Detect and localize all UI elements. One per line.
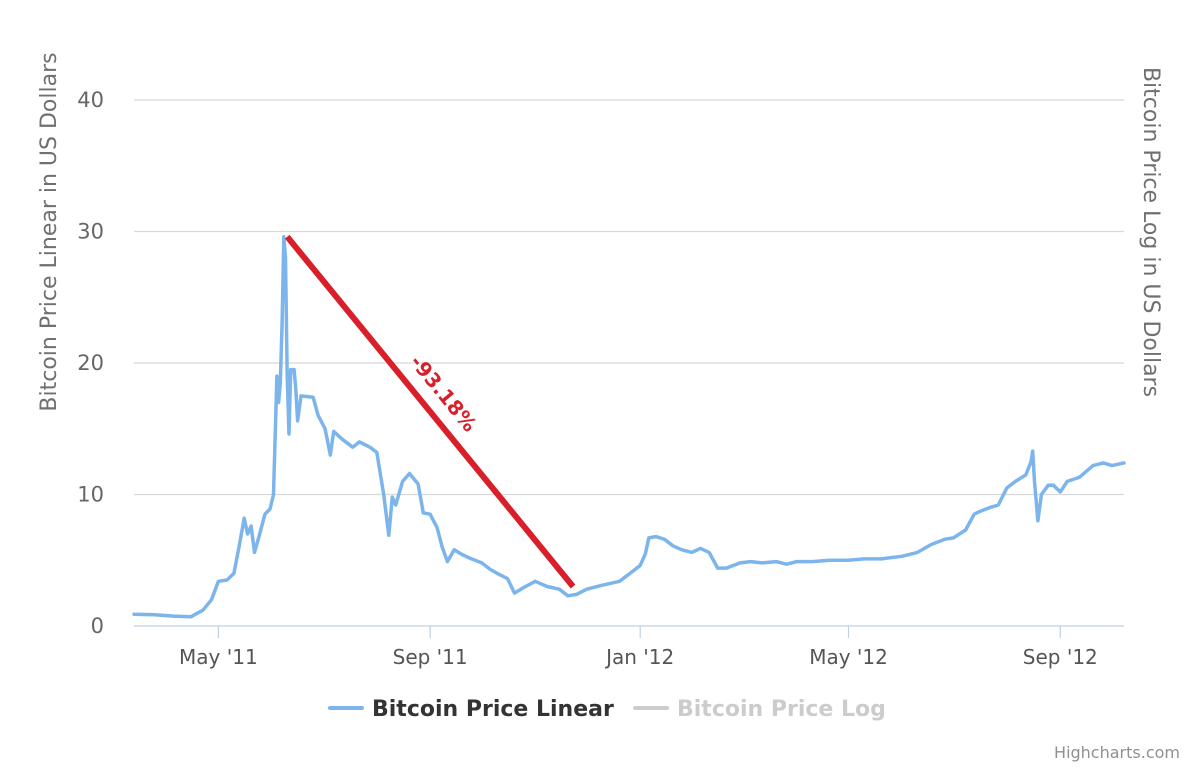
x-tick-label: Sep '12 [1023,645,1098,669]
legend-label-linear: Bitcoin Price Linear [372,697,614,722]
x-tick-label: May '11 [179,645,258,669]
series-line-bitcoin-price-linear[interactable] [132,235,1126,619]
y-tick-label: 10 [77,483,104,507]
drop-annotation-line [284,234,576,589]
x-tick-label: Jan '12 [604,645,674,669]
y-tick-label: 0 [91,614,104,638]
x-tick-label: Sep '11 [393,645,468,669]
y-tick-label: 20 [77,351,104,375]
y-tick-label: 30 [77,220,104,244]
annotation: -93.18% [284,234,576,589]
legend-item-log[interactable]: Bitcoin Price Log [633,697,886,722]
y-axis-title-right: Bitcoin Price Log in US Dollars [1138,67,1163,397]
grid-lines [134,99,1124,496]
plot-area [132,235,1126,619]
legend-item-linear[interactable]: Bitcoin Price Linear [328,697,614,722]
y-axis-labels: 0 10 20 30 40 [77,88,104,638]
legend: Bitcoin Price Linear Bitcoin Price Log [328,697,886,722]
x-axis: May '11 Sep '11 Jan '12 May '12 Sep '12 [134,625,1124,669]
y-axis-title-left: Bitcoin Price Linear in US Dollars [37,52,62,411]
legend-label-log: Bitcoin Price Log [677,697,886,722]
x-tick-label: May '12 [809,645,888,669]
y-tick-label: 40 [77,88,104,112]
credits-link[interactable]: Highcharts.com [1054,743,1180,762]
